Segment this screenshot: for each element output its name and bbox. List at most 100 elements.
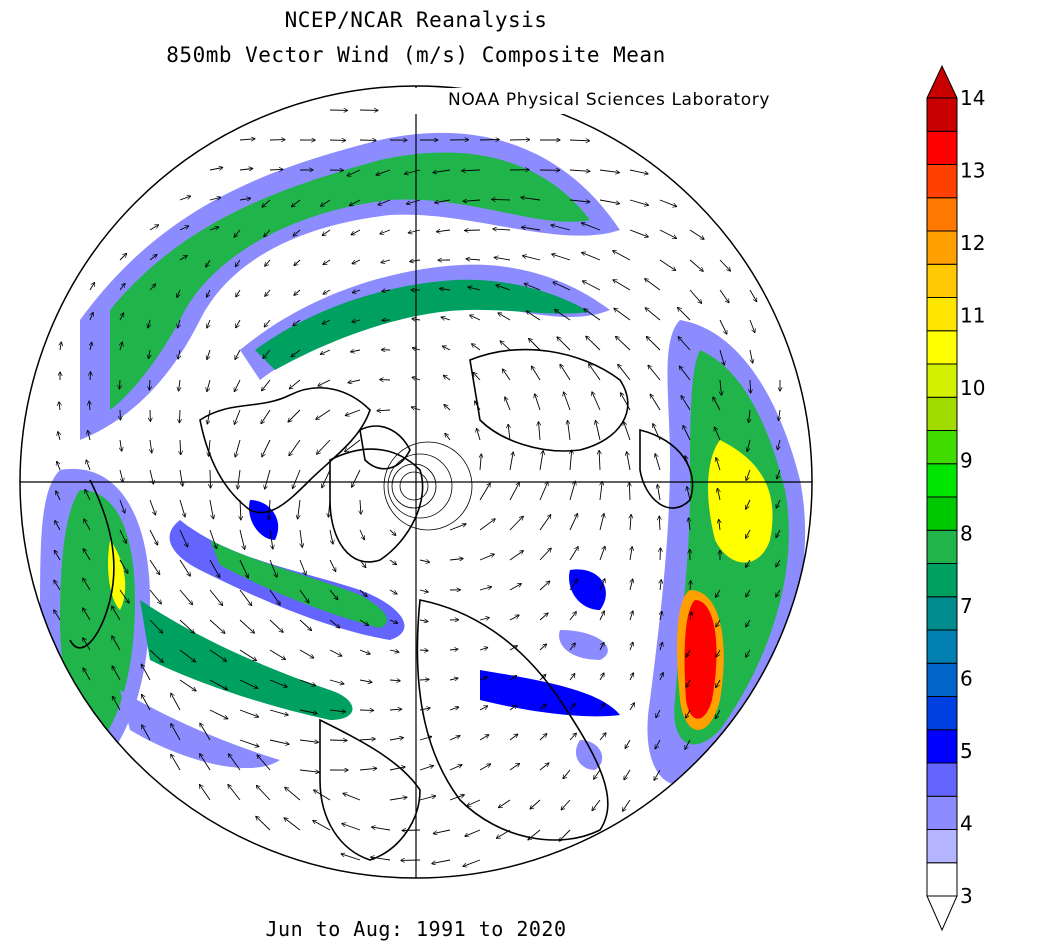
wind-arrow — [360, 499, 361, 514]
wind-arrow — [179, 226, 189, 231]
wind-arrow — [269, 649, 285, 660]
wind-arrow — [569, 579, 578, 591]
wind-arrow — [660, 548, 661, 561]
wind-arrow — [505, 397, 511, 411]
wind-arrow — [142, 694, 151, 711]
wind-arrow — [58, 432, 60, 441]
wind-arrow — [655, 454, 661, 471]
wind-arrow — [313, 820, 331, 831]
wind-arrow — [269, 529, 273, 549]
wind-arrow — [404, 169, 421, 174]
wind-arrow — [599, 514, 604, 531]
wind-arrow — [645, 308, 661, 321]
colorbar-tick-label: 13 — [960, 159, 985, 183]
wind-arrow — [209, 439, 211, 456]
wind-arrow — [380, 380, 391, 381]
wind-arrow — [352, 259, 361, 264]
colorbar-band — [926, 430, 958, 465]
wind-arrow — [629, 483, 630, 501]
wind-arrow — [240, 499, 241, 520]
wind-arrow — [746, 499, 751, 509]
wind-arrow — [239, 679, 258, 688]
wind-arrow — [376, 169, 391, 175]
wind-arrow — [257, 755, 271, 771]
wind-arrow — [264, 229, 271, 237]
wind-arrow — [256, 816, 271, 831]
wind-arrow — [239, 709, 259, 717]
wind-arrow — [441, 317, 451, 320]
wind-arrow — [678, 337, 691, 351]
wind-arrow — [686, 679, 691, 687]
wind-arrow — [479, 483, 490, 501]
wind-arrow — [509, 646, 517, 651]
wind-arrow — [592, 392, 601, 411]
wind-arrow — [582, 252, 601, 261]
wind-arrow — [690, 612, 692, 621]
wind-arrow — [149, 559, 160, 575]
wind-arrow — [83, 668, 91, 681]
wind-arrow — [342, 824, 361, 831]
wind-arrow — [660, 611, 662, 621]
wind-arrow — [468, 287, 481, 291]
colorbar-tick-label: 10 — [960, 376, 985, 400]
wind-arrow — [341, 854, 361, 861]
wind-arrow — [207, 409, 211, 424]
wind-arrow — [509, 705, 517, 711]
wind-arrow — [112, 666, 121, 681]
wind-arrow — [435, 199, 451, 203]
wind-arrow — [472, 344, 481, 351]
colorbar-band — [926, 230, 958, 265]
wind-arrow — [716, 679, 721, 688]
wind-arrow — [479, 677, 487, 680]
wind-arrow — [262, 439, 271, 457]
wind-arrow — [329, 559, 336, 572]
wind-arrow — [627, 452, 631, 471]
colorbar-tick-label: 5 — [960, 739, 973, 763]
wind-arrow — [59, 402, 60, 411]
colorbar-band — [926, 263, 958, 298]
wind-arrow — [433, 829, 451, 834]
wind-arrow — [329, 589, 338, 600]
wind-arrow — [630, 515, 631, 531]
wind-arrow — [569, 733, 576, 741]
wind-arrow — [149, 499, 156, 515]
colorbar-band — [926, 463, 958, 498]
wind-arrow — [539, 422, 541, 441]
wind-arrow — [465, 829, 481, 836]
wind-arrow — [749, 349, 753, 363]
wind-arrow — [596, 421, 601, 441]
wind-arrow — [539, 581, 550, 591]
wind-arrow — [262, 199, 271, 207]
wind-arrow — [689, 229, 704, 239]
chart-title-line1: NCEP/NCAR Reanalysis — [284, 8, 548, 32]
wind-arrow — [445, 433, 451, 441]
wind-arrow — [569, 170, 590, 171]
wind-arrow — [659, 516, 660, 531]
colorbar-band — [926, 762, 958, 797]
wind-arrow — [349, 199, 361, 206]
wind-arrow — [419, 708, 430, 710]
wind-arrow — [179, 619, 194, 633]
wind-arrow — [679, 366, 691, 381]
wind-arrow — [443, 375, 451, 381]
wind-arrow — [83, 578, 91, 591]
colorbar-band — [926, 529, 958, 564]
wind-arrow — [475, 401, 481, 411]
wind-arrow — [261, 409, 271, 424]
wind-arrow — [686, 709, 691, 718]
wind-arrow — [285, 787, 301, 801]
wind-arrow — [648, 365, 661, 381]
wind-arrow — [55, 521, 61, 531]
wind-arrow — [683, 426, 691, 441]
wind-arrow — [119, 499, 125, 513]
wind-arrow — [389, 709, 402, 710]
wind-arrow — [569, 674, 575, 681]
wind-arrow — [299, 709, 317, 714]
wind-arrow — [586, 336, 601, 351]
wind-arrow — [599, 673, 604, 681]
wind-arrow — [656, 709, 661, 718]
colorbar-band — [926, 696, 958, 731]
wind-arrow — [599, 546, 605, 561]
wind-arrow — [592, 799, 601, 811]
